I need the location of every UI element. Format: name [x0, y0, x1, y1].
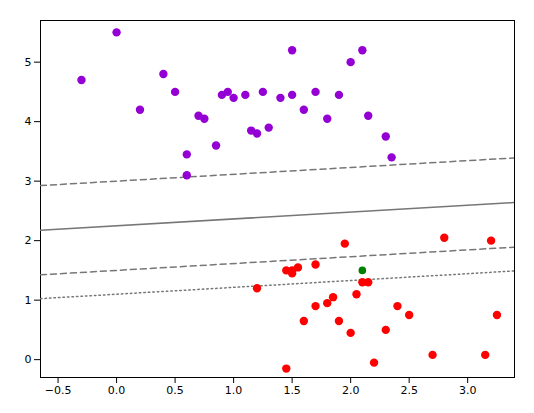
- svg-text:2.5: 2.5: [400, 384, 418, 397]
- svg-text:2.0: 2.0: [342, 384, 360, 397]
- svg-text:0: 0: [25, 353, 32, 366]
- svg-text:3.0: 3.0: [459, 384, 477, 397]
- svg-text:1.5: 1.5: [283, 384, 301, 397]
- svg-text:0.5: 0.5: [166, 384, 184, 397]
- svg-text:1.0: 1.0: [225, 384, 243, 397]
- svg-text:5: 5: [25, 56, 32, 69]
- svg-text:0.0: 0.0: [108, 384, 126, 397]
- svg-text:1: 1: [25, 294, 32, 307]
- svg-text:4: 4: [25, 115, 32, 128]
- svg-text:3: 3: [25, 175, 32, 188]
- svg-text:−0.5: −0.5: [45, 384, 72, 397]
- svg-text:2: 2: [25, 234, 32, 247]
